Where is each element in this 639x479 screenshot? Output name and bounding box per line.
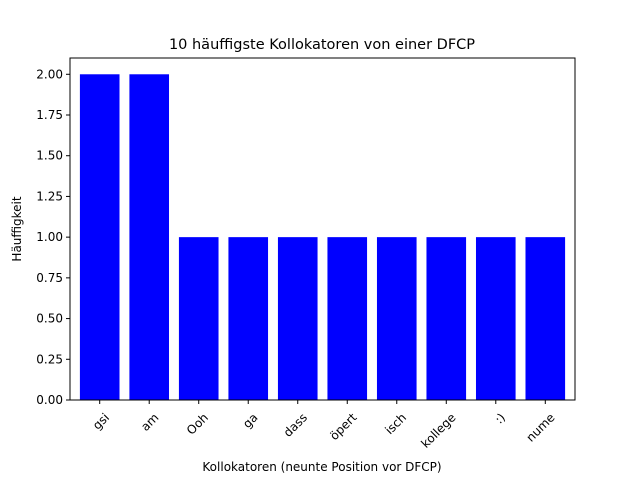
x-axis-ticks: gsi am Ooh ga dass öpert isch kollege:) nume xyxy=(90,400,558,451)
x-tick-label: nume xyxy=(523,410,557,444)
x-axis-label: Kollokatoren (neunte Position vor DFCP) xyxy=(202,460,441,474)
x-tick-label: ga xyxy=(240,410,260,430)
bar-7 xyxy=(426,237,467,400)
chart-title: 10 häuffigste Kollokatoren von einer DFC… xyxy=(169,37,475,53)
plot-frame xyxy=(69,57,576,401)
bar-4 xyxy=(277,237,318,400)
bar-5 xyxy=(327,237,368,400)
y-tick-label: 1.25 xyxy=(36,189,63,203)
y-tick-label: 0.00 xyxy=(36,393,63,407)
bar-3 xyxy=(228,237,269,400)
y-tick-label: 0.25 xyxy=(36,352,63,366)
x-tick-label: öpert xyxy=(327,410,360,443)
bar-2 xyxy=(178,237,219,400)
y-axis-label: Häuffigkeit xyxy=(10,196,24,261)
y-tick-label: 1.75 xyxy=(36,108,63,122)
bar-0 xyxy=(79,74,120,401)
bar-8 xyxy=(475,237,516,400)
x-tick-label: dass xyxy=(281,410,310,439)
x-tick-label: kollege xyxy=(418,410,458,450)
x-tick-label: am xyxy=(138,410,161,433)
y-tick-label: 1.00 xyxy=(36,230,63,244)
y-tick-label: 0.75 xyxy=(36,271,63,285)
bar-9 xyxy=(525,237,566,400)
x-tick-label: isch xyxy=(382,410,409,437)
bars-group xyxy=(79,74,566,401)
bar-1 xyxy=(129,74,170,401)
x-tick-label: gsi xyxy=(90,410,112,432)
bar-6 xyxy=(376,237,417,400)
y-tick-label: 1.50 xyxy=(36,149,63,163)
x-tick-label: Ooh xyxy=(184,410,211,437)
x-tick-label: :) xyxy=(492,410,508,426)
y-axis-ticks: 0.00 0.25 0.50 0.75 1.00 1.25 1.50 1.75 2.00 xyxy=(36,67,70,407)
y-tick-label: 0.50 xyxy=(36,312,63,326)
y-tick-label: 2.00 xyxy=(36,67,63,81)
